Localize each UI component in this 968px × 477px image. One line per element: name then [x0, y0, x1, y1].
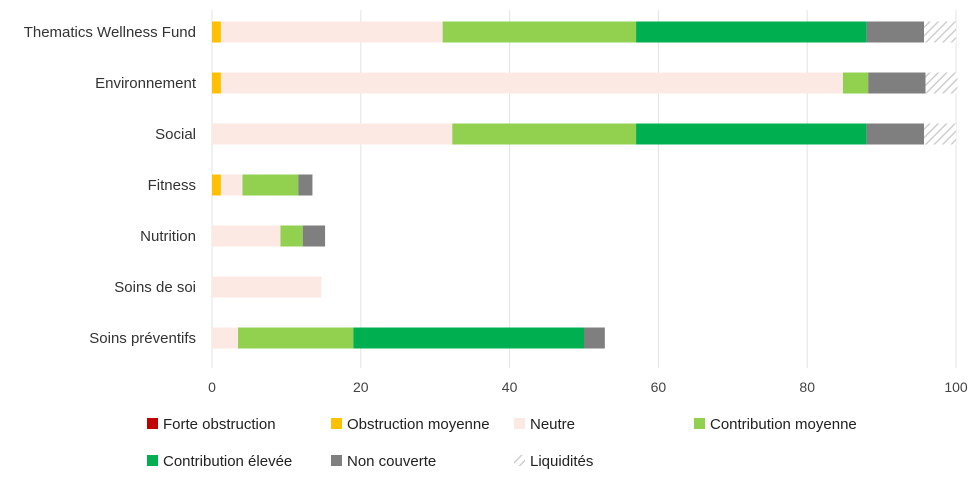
category-label: Social	[155, 126, 196, 143]
legend-item-forte-obstruction: Forte obstruction	[147, 416, 276, 433]
legend-swatch	[694, 418, 705, 429]
legend-label: Neutre	[530, 416, 575, 433]
bar-segment-non-couverte	[584, 327, 605, 349]
x-tick-label: 20	[353, 379, 369, 395]
bar-segment-liquidites	[924, 21, 956, 43]
bar-segment-neutre	[220, 174, 243, 196]
legend: Forte obstruction Obstruction moyenne Neut…	[147, 416, 857, 470]
legend-item-liquidites: Liquidités	[514, 453, 593, 470]
x-axis-ticks: 0 20 40 60 80 100	[208, 379, 968, 395]
category-label: Fitness	[148, 177, 196, 194]
legend-item-contribution-elevee: Contribution élevée	[147, 453, 292, 470]
bar-segment-contribution-elevee	[636, 123, 867, 145]
bar-segment-contribution-moyenne	[242, 174, 299, 196]
category-label: Environnement	[95, 75, 197, 92]
legend-item-obstruction-moyenne: Obstruction moyenne	[331, 416, 490, 433]
legend-swatch	[514, 455, 525, 466]
category-label: Nutrition	[140, 228, 196, 245]
legend-swatch	[147, 455, 158, 466]
category-label: Soins de soi	[114, 279, 196, 296]
bar-segment-non-couverte	[866, 123, 925, 145]
legend-swatch	[147, 418, 158, 429]
bar-segment-contribution-moyenne	[842, 72, 869, 94]
legend-label: Obstruction moyenne	[347, 416, 490, 433]
bar-row-fitness	[212, 174, 313, 196]
legend-label: Contribution élevée	[163, 453, 292, 470]
legend-item-non-couverte: Non couverte	[331, 453, 436, 470]
bar-segment-neutre	[220, 21, 443, 43]
bar-segment-non-couverte	[868, 72, 926, 94]
x-tick-label: 80	[799, 379, 815, 395]
bar-segment-contribution-elevee	[353, 327, 584, 349]
bar-segment-contribution-moyenne	[280, 225, 303, 247]
bar-row-soins-de-soi	[212, 276, 322, 298]
legend-label: Contribution moyenne	[710, 416, 857, 433]
bar-segment-contribution-moyenne	[442, 21, 637, 43]
bar-segment-neutre	[212, 225, 281, 247]
bar-segment-neutre	[212, 327, 239, 349]
bar-row-nutrition	[212, 225, 326, 247]
x-tick-label: 60	[651, 379, 667, 395]
category-label: Thematics Wellness Fund	[24, 24, 196, 41]
bar-segment-obstruction-moyenne	[212, 72, 221, 94]
legend-label: Non couverte	[347, 453, 436, 470]
bar-row-thematics-wellness-fund	[212, 21, 956, 43]
x-tick-label: 100	[944, 379, 968, 395]
bar-segment-contribution-moyenne	[238, 327, 354, 349]
bar-segment-obstruction-moyenne	[212, 174, 221, 196]
bar-segment-neutre	[220, 72, 843, 94]
bar-row-environnement	[212, 72, 958, 94]
bar-segment-neutre	[212, 123, 453, 145]
legend-swatch	[514, 418, 525, 429]
bar-segment-non-couverte	[866, 21, 925, 43]
x-tick-label: 40	[502, 379, 518, 395]
bar-segment-neutre	[212, 276, 322, 298]
bar-row-social	[212, 123, 956, 145]
bar-segment-obstruction-moyenne	[212, 21, 221, 43]
legend-item-contribution-moyenne: Contribution moyenne	[694, 416, 857, 433]
bars	[212, 21, 958, 349]
bar-row-soins-preventifs	[212, 327, 605, 349]
legend-label: Liquidités	[530, 453, 593, 470]
bar-segment-liquidites	[924, 123, 956, 145]
legend-item-neutre: Neutre	[514, 416, 575, 433]
legend-label: Forte obstruction	[163, 416, 276, 433]
x-tick-label: 0	[208, 379, 216, 395]
bar-segment-non-couverte	[302, 225, 326, 247]
legend-swatch	[331, 455, 342, 466]
category-labels: Thematics Wellness Fund Environnement Soci…	[24, 24, 197, 347]
bar-segment-contribution-elevee	[636, 21, 867, 43]
gridlines	[211, 10, 957, 368]
legend-swatch	[331, 418, 342, 429]
bar-segment-contribution-moyenne	[452, 123, 637, 145]
bar-segment-liquidites	[925, 72, 958, 94]
category-label: Soins préventifs	[89, 330, 196, 347]
bar-segment-non-couverte	[298, 174, 313, 196]
